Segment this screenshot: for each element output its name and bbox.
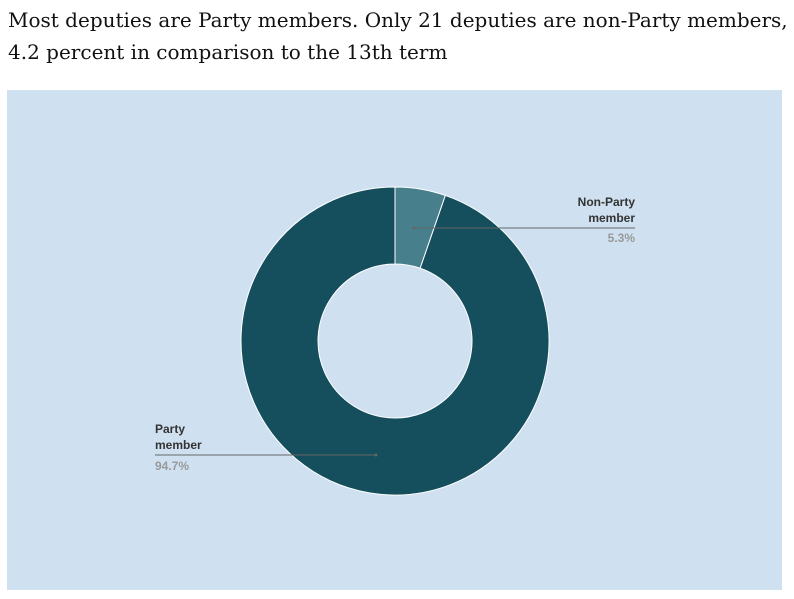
- slice-value-non-party: 5.3%: [608, 231, 636, 245]
- slice-label-non-party: Non-Party member 5.3%: [578, 195, 636, 245]
- slice-value-party: 94.7%: [155, 459, 189, 473]
- leader-line-non-party-dot: [412, 226, 416, 230]
- headline-line-1: Most deputies are Party members. Only 21…: [8, 8, 794, 32]
- slice-label-non-party-line-1: Non-Party: [578, 195, 636, 209]
- leader-line-party-dot: [374, 453, 378, 457]
- slice-label-party-line-1: Party: [155, 422, 185, 436]
- headline-line-2: 4.2 percent in comparison to the 13th te…: [8, 40, 448, 64]
- slice-label-party: Party member 94.7%: [155, 422, 202, 473]
- slice-label-non-party-line-2: member: [588, 211, 635, 225]
- slice-label-party-line-2: member: [155, 438, 202, 452]
- chart-panel: Non-Party member 5.3% Party member 94.7%: [7, 90, 782, 590]
- slice-party: [240, 186, 550, 496]
- donut-chart: Non-Party member 5.3% Party member 94.7%: [155, 186, 636, 496]
- label-connectors: [155, 226, 635, 457]
- donut-slices: [240, 186, 550, 496]
- page-headline: Most deputies are Party members. Only 21…: [8, 4, 794, 68]
